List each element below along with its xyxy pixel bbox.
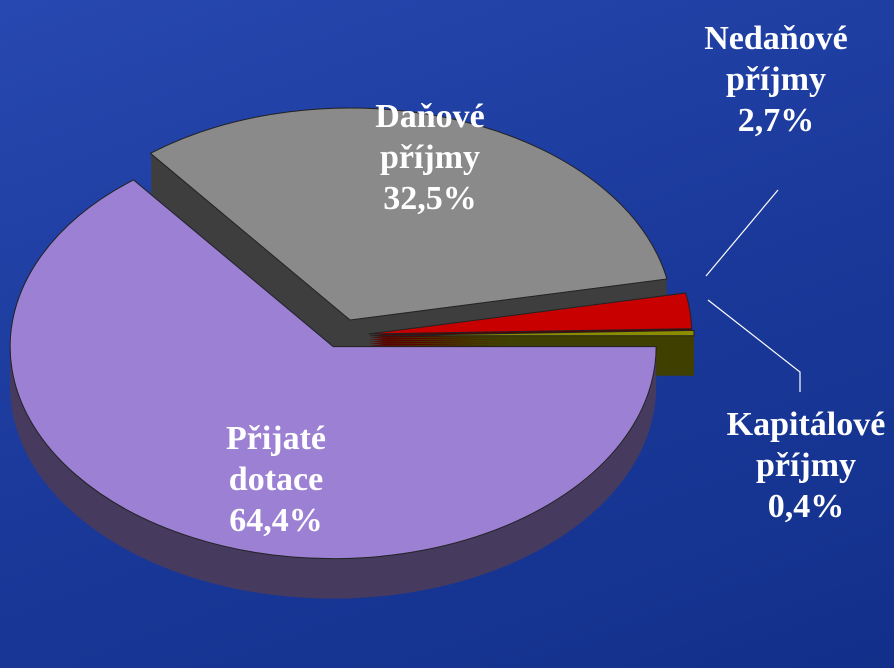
- category-label: Nedaňové příjmy: [704, 20, 848, 98]
- category-label: Daňové příjmy: [375, 98, 485, 176]
- slice: [149, 107, 668, 321]
- value-label: 32,5%: [383, 180, 477, 217]
- slice: [368, 292, 693, 335]
- slice: [370, 329, 695, 337]
- slice-label: Kapitálové příjmy 0,4%: [696, 404, 894, 527]
- leader-line: [705, 189, 779, 277]
- slice-label: Daňové příjmy 32,5%: [320, 96, 540, 219]
- slice-label: Nedaňové příjmy 2,7%: [666, 18, 886, 141]
- slice: [9, 179, 657, 560]
- category-label: Kapitálové příjmy: [726, 406, 886, 484]
- value-label: 0,4%: [767, 488, 845, 525]
- leader-line: [707, 299, 801, 392]
- value-label: 64,4%: [229, 502, 323, 539]
- category-label: Přijaté dotace: [225, 420, 327, 498]
- slice-label: Přijaté dotace 64,4%: [166, 418, 386, 541]
- value-label: 2,7%: [737, 102, 815, 139]
